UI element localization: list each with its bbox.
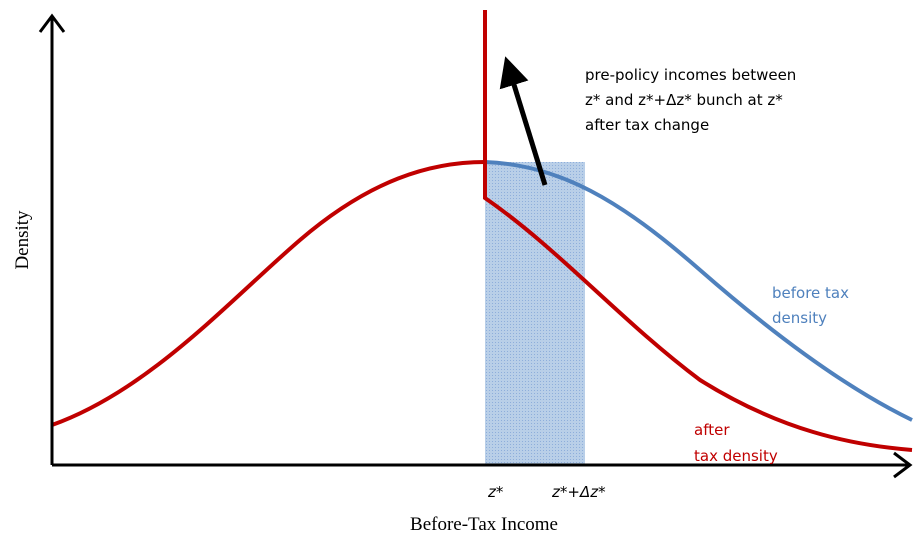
annotation-line: pre-policy incomes between — [585, 66, 796, 84]
after-label: after — [694, 421, 730, 439]
annotation-line: z* and z*+Δz* bunch at z* — [585, 91, 783, 109]
before-tax-curve — [484, 160, 913, 422]
after-tax-curve-right — [483, 10, 913, 452]
x-marker: z* — [487, 483, 504, 501]
y-axis — [38, 13, 66, 465]
before-label: density — [772, 309, 827, 327]
after-label: tax density — [694, 447, 778, 465]
annotation-line: after tax change — [585, 116, 709, 134]
x-marker: z*+Δz* — [551, 483, 606, 501]
y-axis-label: Density — [12, 210, 33, 270]
before-label: before tax — [772, 284, 849, 302]
x-axis-label: Before-Tax Income — [410, 514, 558, 535]
after-tax-curve-left — [51, 160, 486, 427]
bunch-arrow — [499, 56, 548, 186]
x-axis — [52, 451, 913, 479]
